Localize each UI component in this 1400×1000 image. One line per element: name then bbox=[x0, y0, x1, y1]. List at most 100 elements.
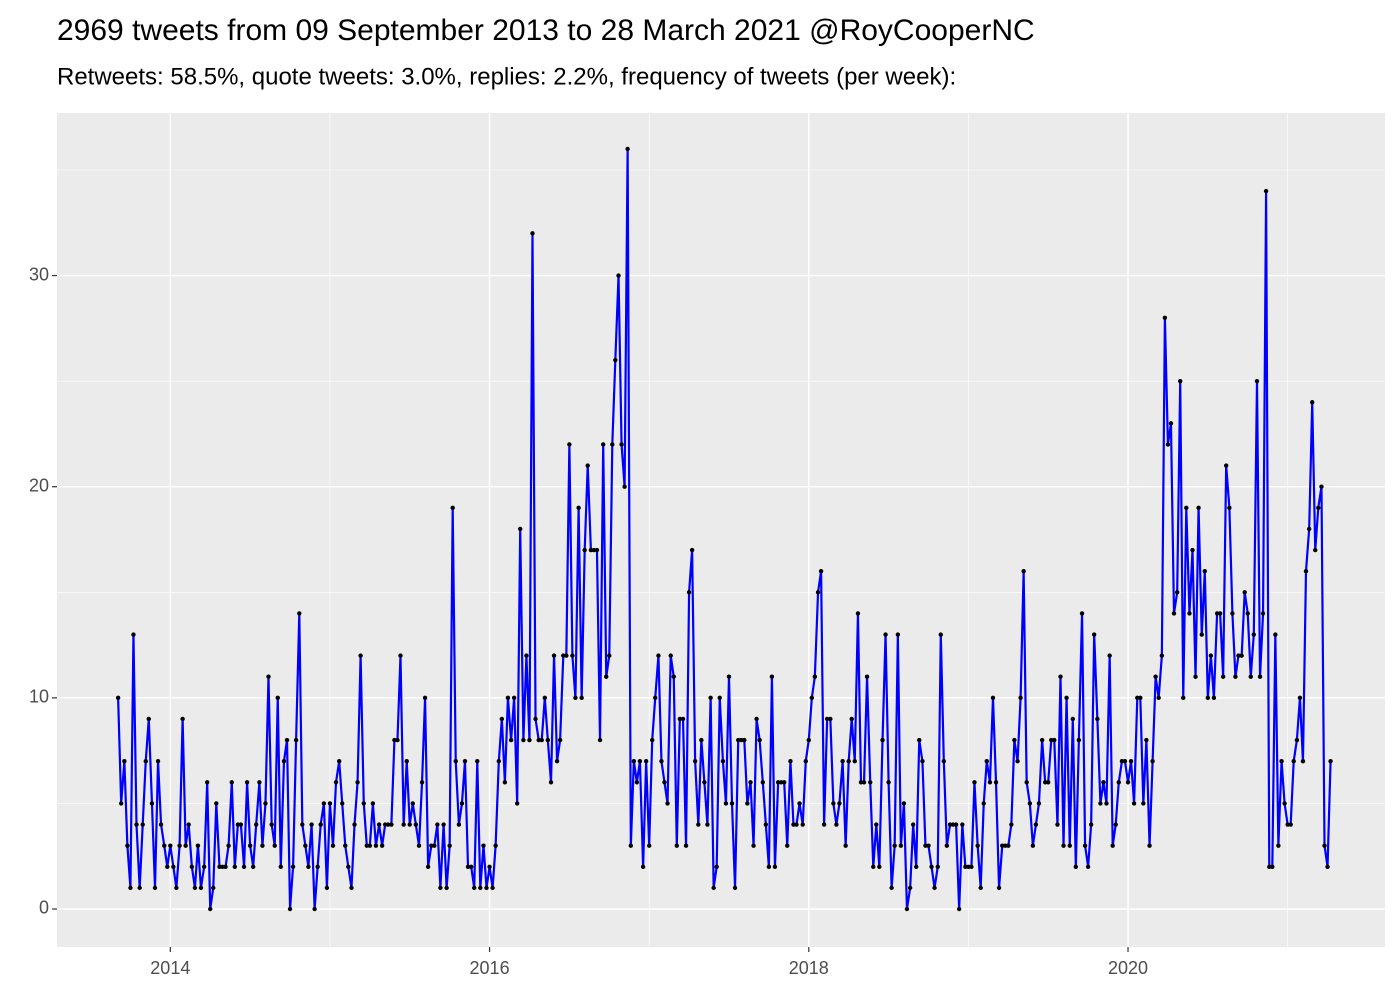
data-point bbox=[1251, 632, 1256, 637]
data-point bbox=[1098, 801, 1103, 806]
data-point bbox=[263, 801, 268, 806]
data-point bbox=[751, 843, 756, 848]
data-point bbox=[1125, 780, 1131, 785]
data-point bbox=[1018, 695, 1023, 701]
data-point bbox=[554, 758, 560, 764]
data-point bbox=[917, 737, 922, 743]
data-point bbox=[404, 758, 409, 764]
data-point bbox=[1242, 590, 1247, 595]
data-point bbox=[1288, 822, 1293, 827]
y-tick-label: 10 bbox=[29, 687, 49, 707]
data-point bbox=[1217, 611, 1223, 616]
data-point bbox=[1199, 632, 1204, 637]
data-point bbox=[208, 906, 213, 912]
data-point bbox=[1220, 674, 1226, 679]
data-point bbox=[1012, 737, 1017, 743]
data-point bbox=[346, 864, 351, 869]
data-point bbox=[1184, 505, 1189, 511]
data-point bbox=[1223, 463, 1229, 468]
data-point bbox=[508, 737, 514, 743]
data-point bbox=[874, 822, 879, 827]
data-point bbox=[220, 864, 225, 869]
data-point bbox=[1021, 568, 1026, 574]
data-point bbox=[622, 484, 627, 489]
data-point bbox=[597, 737, 603, 743]
data-point bbox=[699, 737, 704, 743]
data-point bbox=[1279, 758, 1284, 764]
data-point bbox=[389, 822, 394, 827]
data-point bbox=[392, 737, 397, 743]
data-point bbox=[447, 843, 452, 848]
data-point bbox=[757, 737, 762, 743]
data-point bbox=[223, 864, 228, 869]
data-point bbox=[217, 864, 222, 869]
data-point bbox=[944, 843, 950, 848]
data-point bbox=[306, 864, 311, 869]
data-point bbox=[419, 780, 425, 785]
data-point bbox=[1006, 843, 1011, 848]
data-point bbox=[300, 822, 305, 827]
data-point bbox=[616, 273, 621, 278]
data-point bbox=[481, 843, 486, 848]
data-point bbox=[496, 758, 502, 764]
data-point bbox=[125, 843, 130, 848]
data-point bbox=[281, 758, 287, 764]
data-point bbox=[1052, 737, 1057, 743]
data-point bbox=[364, 843, 370, 848]
data-point bbox=[683, 843, 689, 848]
data-point bbox=[1073, 864, 1079, 869]
data-point bbox=[174, 885, 179, 891]
data-point bbox=[646, 843, 652, 848]
data-point bbox=[1101, 780, 1106, 785]
data-point bbox=[1193, 674, 1198, 679]
data-point bbox=[244, 780, 250, 785]
data-point bbox=[201, 864, 207, 869]
data-point bbox=[1316, 505, 1321, 511]
data-point bbox=[1104, 801, 1109, 806]
data-point bbox=[1174, 590, 1180, 595]
data-point bbox=[401, 822, 406, 827]
data-point bbox=[834, 822, 839, 827]
data-point bbox=[708, 695, 713, 701]
data-point bbox=[115, 695, 121, 701]
data-point bbox=[806, 737, 811, 743]
data-point bbox=[932, 885, 937, 891]
data-point bbox=[266, 674, 271, 679]
data-point bbox=[815, 590, 821, 595]
data-point bbox=[1150, 758, 1155, 764]
data-point bbox=[643, 758, 649, 764]
data-point bbox=[739, 737, 744, 743]
data-point bbox=[1285, 822, 1290, 827]
data-point bbox=[1267, 864, 1272, 869]
data-point bbox=[938, 632, 943, 637]
y-tick-label: 20 bbox=[29, 475, 49, 495]
data-point bbox=[564, 653, 569, 658]
data-point bbox=[797, 801, 802, 806]
data-point bbox=[425, 864, 431, 869]
data-point bbox=[812, 674, 818, 679]
data-point bbox=[1233, 674, 1238, 679]
data-point bbox=[625, 146, 630, 152]
data-point bbox=[367, 843, 373, 848]
data-point bbox=[1079, 611, 1085, 616]
data-point bbox=[444, 885, 449, 891]
data-point bbox=[692, 758, 698, 764]
data-point bbox=[732, 885, 738, 891]
data-point bbox=[981, 801, 986, 806]
data-point bbox=[573, 695, 578, 701]
data-point bbox=[330, 843, 336, 848]
data-point bbox=[118, 801, 124, 806]
data-point bbox=[456, 822, 462, 827]
data-point bbox=[929, 864, 934, 869]
data-point bbox=[665, 801, 670, 806]
data-point bbox=[892, 843, 897, 848]
data-point bbox=[901, 801, 907, 806]
data-point bbox=[1000, 843, 1005, 848]
data-point bbox=[140, 822, 145, 827]
data-point bbox=[1187, 611, 1192, 616]
data-point bbox=[204, 780, 210, 785]
data-point bbox=[818, 568, 824, 574]
data-point bbox=[904, 906, 910, 912]
data-point bbox=[1156, 695, 1161, 701]
data-point bbox=[530, 231, 535, 236]
